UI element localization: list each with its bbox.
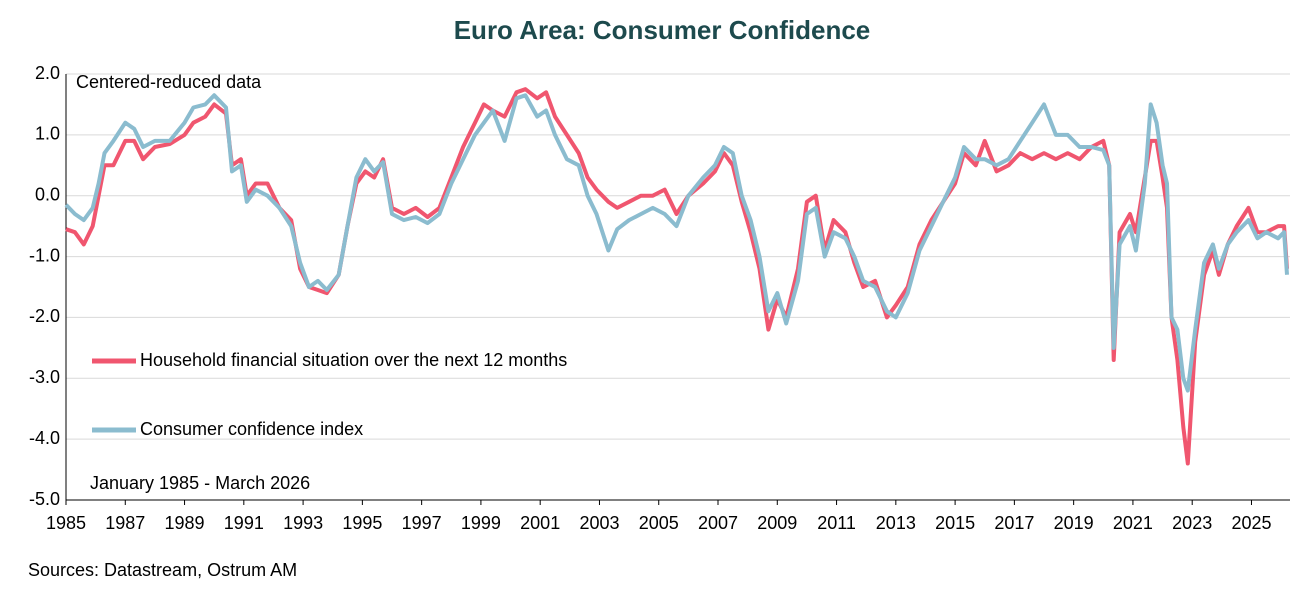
- y-tick-label: 0.0: [35, 184, 60, 204]
- chart-title: Euro Area: Consumer Confidence: [454, 15, 871, 45]
- x-tick-label: 1995: [342, 513, 382, 533]
- x-tick-label: 1997: [402, 513, 442, 533]
- legend-label: Household financial situation over the n…: [140, 350, 567, 370]
- x-tick-label: 2011: [817, 513, 856, 533]
- x-tick-label: 2013: [876, 513, 916, 533]
- x-tick-label: 2005: [639, 513, 679, 533]
- series-line: [64, 93, 1289, 393]
- y-tick-label: -5.0: [29, 489, 60, 509]
- x-tick-label: 2021: [1113, 513, 1153, 533]
- x-tick-label: 2009: [757, 513, 797, 533]
- y-tick-label: -4.0: [29, 428, 60, 448]
- x-tick-label: 1991: [224, 513, 264, 533]
- x-tick-label: 1985: [46, 513, 86, 533]
- x-tick-label: 2003: [579, 513, 619, 533]
- source-note: Sources: Datastream, Ostrum AM: [28, 560, 297, 580]
- x-tick-label: 2023: [1172, 513, 1212, 533]
- x-tick-label: 2007: [698, 513, 738, 533]
- x-tick-label: 1987: [105, 513, 145, 533]
- x-tick-label: 2019: [1054, 513, 1094, 533]
- period-note: January 1985 - March 2026: [90, 473, 310, 493]
- y-tick-label: -1.0: [29, 245, 60, 265]
- y-tick-label: 1.0: [35, 124, 60, 144]
- x-tick-label: 2017: [994, 513, 1034, 533]
- x-tick-label: 2015: [935, 513, 975, 533]
- legend-label: Consumer confidence index: [140, 419, 363, 439]
- y-tick-label: 2.0: [35, 63, 60, 83]
- x-tick-label: 1989: [165, 513, 205, 533]
- y-tick-label: -3.0: [29, 367, 60, 387]
- y-tick-label: -2.0: [29, 306, 60, 326]
- subtitle: Centered-reduced data: [76, 72, 262, 92]
- x-tick-label: 2001: [520, 513, 560, 533]
- x-tick-label: 1999: [461, 513, 501, 533]
- x-tick-label: 2025: [1231, 513, 1271, 533]
- series-line: [65, 87, 1289, 466]
- x-tick-label: 1993: [283, 513, 323, 533]
